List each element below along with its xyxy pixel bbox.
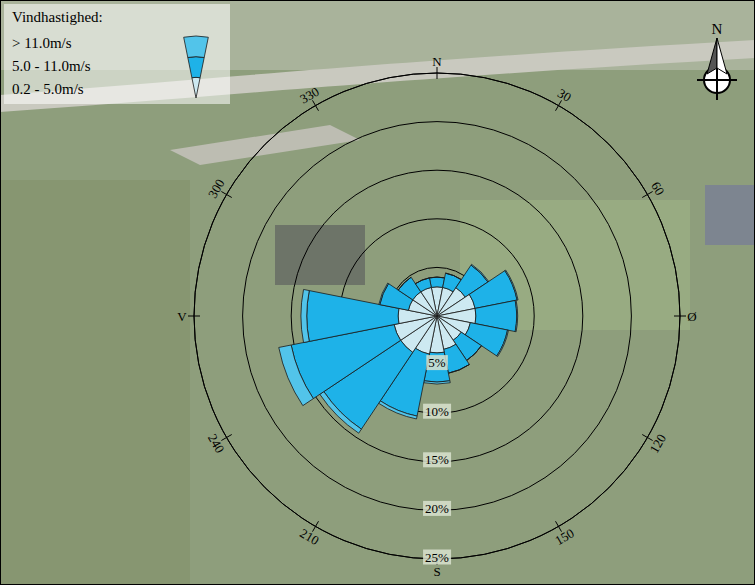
- sector: [446, 273, 462, 280]
- sector: [424, 381, 451, 384]
- radial-tick-label: 20%: [425, 501, 449, 516]
- angular-tick-label: 210: [297, 525, 321, 548]
- sector: [467, 346, 482, 361]
- legend-label: 0.2 - 5.0m/s: [12, 81, 84, 97]
- angular-tick: [188, 316, 200, 317]
- sector: [429, 277, 444, 287]
- compass-label: N: [712, 21, 723, 37]
- sector: [448, 364, 469, 373]
- radial-tick-label: 25%: [425, 550, 449, 565]
- angular-tick-label: V: [177, 309, 187, 324]
- sector: [429, 277, 444, 279]
- compass-arrow: [707, 38, 717, 74]
- legend-swatch: [188, 57, 204, 78]
- sector: [379, 401, 417, 419]
- radial-tick-label: 10%: [425, 404, 449, 419]
- chart: N 30 60 Ø 120 150 S 210 240 V 300 330 5% 10% 15% 20% 25%…: [0, 0, 755, 585]
- building: [275, 225, 365, 285]
- angular-tick-label: Ø: [687, 309, 696, 324]
- legend-box: [4, 4, 230, 104]
- sector: [515, 300, 518, 331]
- angular-tick: [674, 316, 686, 317]
- building: [705, 185, 755, 245]
- radial-axis: 5% 10% 15% 20% 25%: [423, 355, 451, 564]
- ground: [0, 0, 755, 585]
- grid: [194, 73, 680, 559]
- label-patch: [423, 550, 451, 565]
- legend-title: Vindhastighed:: [12, 9, 103, 25]
- radial-tick-label: 5%: [428, 355, 446, 370]
- sector: [415, 278, 431, 292]
- legend: Vindhastighed: 0.2 - 5.0m/s 5.0 - 11.0m/s >…: [4, 4, 230, 104]
- background: [0, 0, 755, 585]
- field: [0, 180, 190, 585]
- sector: [398, 277, 411, 290]
- sector: [497, 330, 509, 356]
- angular-tick: [437, 67, 438, 79]
- grid-ring: [243, 122, 632, 511]
- sector: [505, 270, 518, 300]
- compass: N: [697, 21, 737, 100]
- angular-tick-label: 60: [648, 179, 667, 198]
- angular-tick-label: 120: [646, 431, 669, 455]
- angular-tick-label: N: [432, 54, 442, 69]
- label-patch: [423, 501, 451, 516]
- angular-tick: [221, 192, 231, 198]
- grid-ring: [291, 170, 583, 462]
- range-edge: [194, 73, 680, 559]
- angular-axis: N 30 60 Ø 120 150 S 210 240 V 300 330: [177, 54, 696, 579]
- sector: [424, 352, 450, 382]
- sector: [421, 287, 437, 316]
- sectors: [279, 264, 518, 433]
- sector: [415, 278, 429, 284]
- compass-arrow: [717, 38, 727, 74]
- angular-tick: [556, 100, 562, 110]
- sector: [471, 264, 489, 282]
- sector: [279, 345, 314, 406]
- legend-label: 5.0 - 11.0m/s: [12, 58, 91, 74]
- angular-tick-label: 300: [205, 176, 228, 200]
- angular-tick-label: 30: [555, 85, 574, 104]
- label-patch: [426, 355, 448, 370]
- angular-tick-label: 150: [552, 525, 576, 548]
- legend-swatch: [184, 36, 209, 57]
- legend-label: > 11.0m/s: [12, 35, 72, 51]
- angular-tick-label: S: [433, 564, 440, 579]
- angular-tick-label: 330: [297, 84, 321, 107]
- legend-swatch: [192, 77, 200, 98]
- radial-tick-label: 15%: [425, 452, 449, 467]
- angular-tick-label: 240: [205, 431, 228, 455]
- label-patch: [423, 452, 451, 467]
- sector: [398, 277, 421, 300]
- sector: [320, 392, 362, 434]
- frame: [1, 1, 755, 585]
- grid-ring: [194, 73, 680, 559]
- sector: [379, 283, 389, 305]
- label-patch: [423, 404, 451, 419]
- angular-tick: [313, 100, 319, 110]
- angular-tick: [642, 192, 652, 198]
- sector: [301, 289, 309, 342]
